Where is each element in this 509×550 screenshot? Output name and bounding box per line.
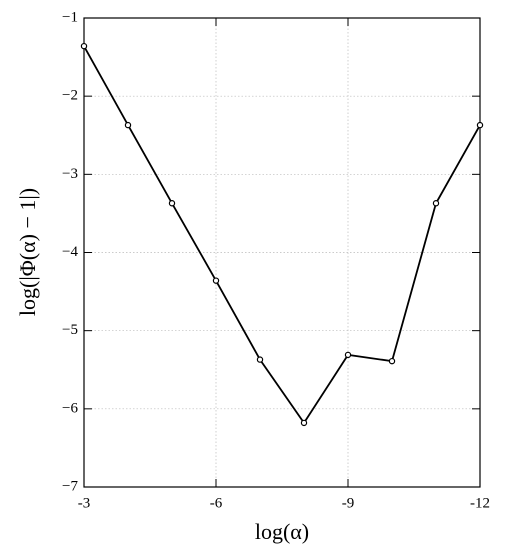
point <box>344 351 352 359</box>
point <box>432 200 440 207</box>
point <box>80 42 88 50</box>
plot-frame <box>83 17 481 488</box>
point <box>388 357 396 365</box>
y-axis-title: log(|Φ(α) − 1|) <box>15 188 40 316</box>
y-tick-label: −1 <box>62 9 78 25</box>
x-tick-label: -12 <box>470 495 490 511</box>
line <box>83 45 481 425</box>
point <box>256 356 264 363</box>
point <box>300 419 308 427</box>
point <box>212 277 220 284</box>
point <box>124 121 132 129</box>
point <box>476 121 484 129</box>
x-axis-title: log(α) <box>255 519 309 544</box>
y-tick-label: −3 <box>62 166 78 182</box>
point <box>168 200 176 207</box>
y-tick-label: −4 <box>62 244 78 260</box>
x-tick-label: -3 <box>78 495 91 511</box>
x-tick-label: -6 <box>210 495 223 511</box>
y-tick-label: −5 <box>62 322 78 338</box>
x-tick-label: -9 <box>342 495 355 511</box>
y-tick-label: −2 <box>62 88 78 104</box>
y-tick-label: −6 <box>62 400 78 416</box>
y-tick-label: −7 <box>62 478 78 494</box>
